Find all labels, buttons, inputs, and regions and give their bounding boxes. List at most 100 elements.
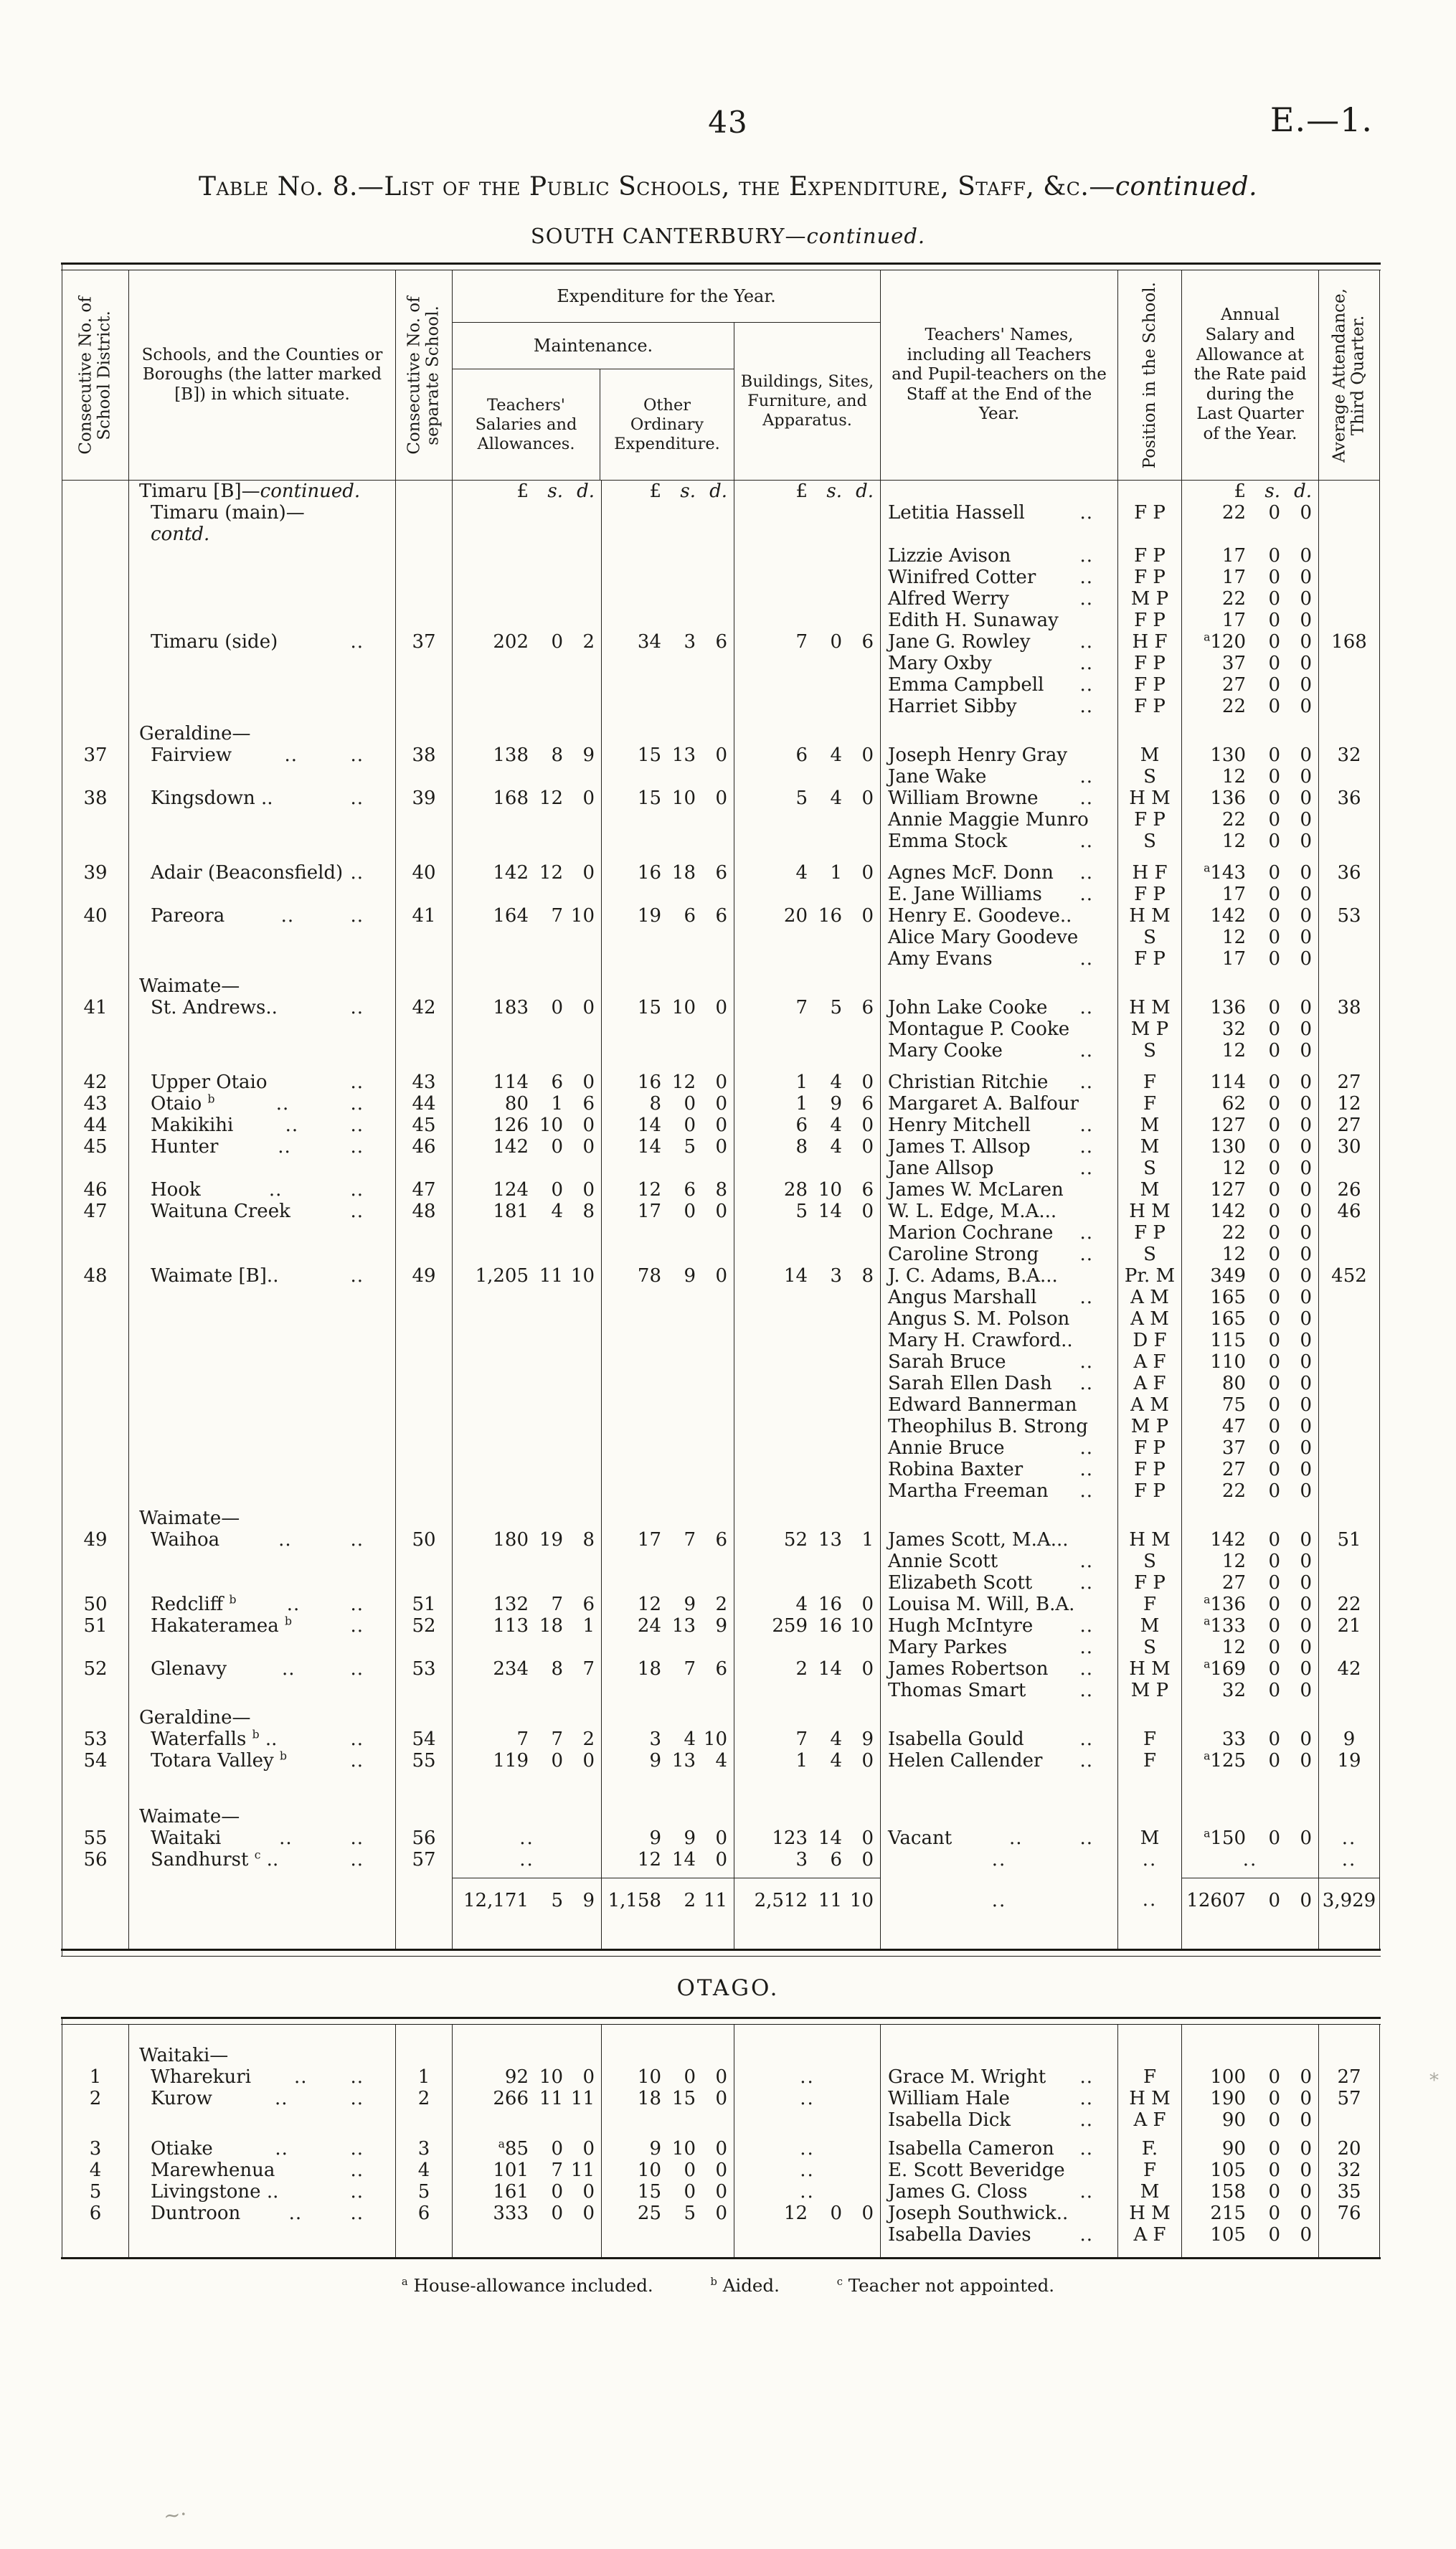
- cell-school: [129, 588, 396, 610]
- cell-average-attendance: [1319, 2039, 1380, 2066]
- cell-school: [129, 1018, 396, 1040]
- cell-average-attendance: 27: [1319, 1072, 1380, 1093]
- cell-other-expenditure: [602, 1551, 734, 1572]
- cell-teacher-name: Alice Mary Goodeve: [881, 927, 1118, 948]
- cell-school: Wharekuri....: [129, 2066, 396, 2088]
- cell-average-attendance: [1319, 1158, 1380, 1179]
- cell-average-attendance: 38: [1319, 997, 1380, 1018]
- cell-annual-salary: 37 0 0: [1182, 653, 1319, 674]
- cell-other-expenditure: 9 10 0: [602, 2138, 734, 2160]
- cell-position: H M: [1118, 1658, 1182, 1680]
- cell-position: M: [1118, 1115, 1182, 1136]
- cell-salaries: [453, 1459, 602, 1480]
- cell-salaries: [453, 831, 602, 852]
- cell-annual-salary: [1182, 1800, 1319, 1827]
- cell-other-expenditure: 18 15 0: [602, 2088, 734, 2109]
- cell-school: [129, 2224, 396, 2246]
- cell-district-no: [62, 631, 129, 653]
- cell-school: [129, 1772, 396, 1800]
- cell-position: [1118, 481, 1182, 502]
- cell-teacher-name: [881, 481, 1118, 502]
- header-buildings-label: Buildings, Sites, Furniture, and Apparat…: [740, 372, 874, 430]
- cell-other-expenditure: [602, 1394, 734, 1416]
- cell-other-expenditure: 14 0 0: [602, 1115, 734, 1136]
- table-row: Edward Bannerman A M 75 0 0: [62, 1394, 1380, 1416]
- cell-school-no: 44: [396, 1093, 453, 1115]
- cell-school-no: 6: [396, 2203, 453, 2224]
- cell-district-no: [62, 970, 129, 997]
- cell-annual-salary: 90 0 0: [1182, 2109, 1319, 2131]
- cell-position: S: [1118, 1244, 1182, 1265]
- cell-annual-salary: a125 0 0: [1182, 1750, 1319, 1772]
- cell-buildings: [734, 567, 881, 588]
- cell-other-expenditure: [602, 545, 734, 567]
- cell-teacher-name: Louisa M. Will, B.A.: [881, 1594, 1118, 1615]
- cell-annual-salary: 12607 0 0: [1182, 1878, 1319, 1920]
- table-row: 47 Waituna Creek.. 48 181 4 8 17 0 0 5 14 0 W. L. Ed…: [62, 1201, 1380, 1222]
- cell-school-no: [396, 1308, 453, 1330]
- cell-school-no: 43: [396, 1072, 453, 1093]
- cell-school: [129, 2109, 396, 2131]
- cell-district-no: [62, 1480, 129, 1502]
- cell-position: [1118, 852, 1182, 862]
- cell-buildings: ..: [734, 2066, 881, 2088]
- cell-teacher-name: [881, 1871, 1118, 1878]
- cell-district-no: 53: [62, 1729, 129, 1750]
- table-row: 53 Waterfalls b .... 54 7 7 2 3 4 10 7 4 9 Isabella …: [62, 1729, 1380, 1750]
- cell-school-no: [396, 884, 453, 905]
- cell-district-no: [62, 1878, 129, 1920]
- cell-salaries: 164 7 10: [453, 905, 602, 927]
- cell-position: F P: [1118, 1572, 1182, 1594]
- cell-buildings: [734, 1437, 881, 1459]
- cell-salaries: 161 0 0: [453, 2181, 602, 2203]
- cell-salaries: [453, 1551, 602, 1572]
- cell-buildings: [734, 1351, 881, 1373]
- cell-salaries: [453, 1502, 602, 1529]
- cell-salaries: [453, 2039, 602, 2066]
- otago-top-rule: [61, 2017, 1381, 2025]
- cell-average-attendance: [1319, 2224, 1380, 2246]
- cell-average-attendance: [1319, 1416, 1380, 1437]
- cell-teacher-name: Christian Ritchie..: [881, 1072, 1118, 1093]
- cell-other-expenditure: [602, 852, 734, 862]
- cell-district-no: [62, 674, 129, 696]
- header-other-label: Other Ordinary Expenditure.: [614, 395, 720, 453]
- cell-salaries: 181 4 8: [453, 1201, 602, 1222]
- cell-buildings: 2,512 11 10: [734, 1878, 881, 1920]
- cell-annual-salary: 27 0 0: [1182, 674, 1319, 696]
- cell-position: F P: [1118, 884, 1182, 905]
- cell-school: [129, 831, 396, 852]
- cell-district-no: [62, 696, 129, 717]
- cell-salaries: [453, 1351, 602, 1373]
- cell-school: Adair (Beaconsfield)..: [129, 862, 396, 884]
- cell-school-no: 49: [396, 1265, 453, 1287]
- cell-other-expenditure: 17 7 6: [602, 1529, 734, 1551]
- cell-salaries: [453, 1701, 602, 1729]
- table-row: Timaru (side).. 37 202 0 2 34 3 6 7 0 6 Jane G. Row…: [62, 631, 1380, 653]
- cell-other-expenditure: 15 10 0: [602, 788, 734, 809]
- cell-average-attendance: [1319, 2246, 1380, 2257]
- cell-teacher-name: Margaret A. Balfour: [881, 1093, 1118, 1115]
- cell-school-no: [396, 1287, 453, 1308]
- cell-salaries: [453, 2246, 602, 2257]
- cell-school-no: [396, 1061, 453, 1072]
- cell-teacher-name: James T. Allsop..: [881, 1136, 1118, 1158]
- cell-district-no: 38: [62, 788, 129, 809]
- cell-position: H F: [1118, 862, 1182, 884]
- otago-table: Waitaki— 1 Wharekuri.... 1 92 10 0 10 0 0.. Grace …: [61, 2017, 1381, 2259]
- cell-other-expenditure: [602, 1416, 734, 1437]
- cell-buildings: [734, 1572, 881, 1594]
- cell-teacher-name: Annie Bruce..: [881, 1437, 1118, 1459]
- cell-district-no: [62, 1920, 129, 1949]
- header-salary: Annual Salary and Allowance at the Rate …: [1182, 270, 1319, 480]
- cell-annual-salary: [1182, 717, 1319, 744]
- cell-salaries: [453, 674, 602, 696]
- cell-school-no: [396, 1416, 453, 1437]
- cell-buildings: [734, 1637, 881, 1658]
- cell-annual-salary: 22 0 0: [1182, 696, 1319, 717]
- group-row: Geraldine—: [62, 1701, 1380, 1729]
- otago-bottom-rule: [61, 2257, 1381, 2259]
